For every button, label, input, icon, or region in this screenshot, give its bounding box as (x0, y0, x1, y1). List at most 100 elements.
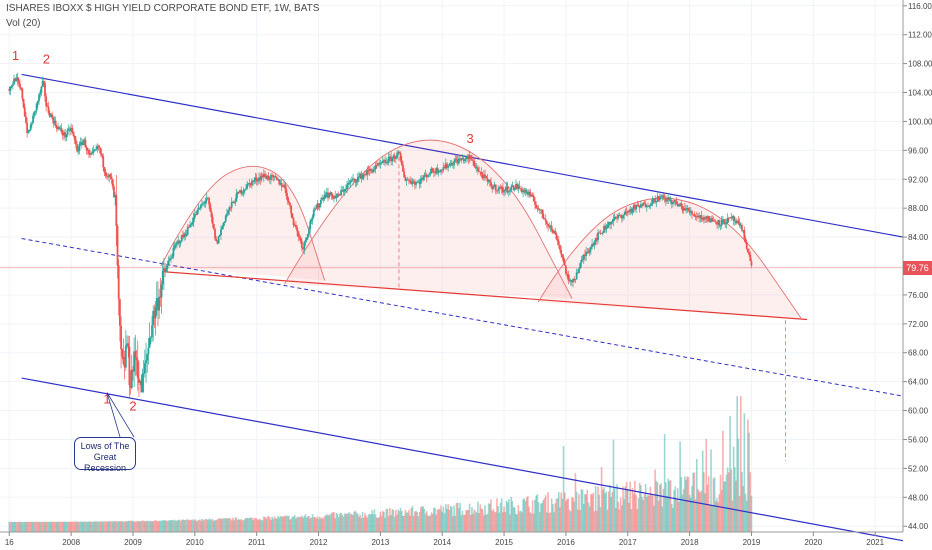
volume-bar (654, 469, 656, 532)
volume-bar (119, 521, 121, 532)
candle-body (324, 194, 327, 198)
x-tick-label: 2014 (433, 538, 451, 547)
volume-bar (139, 521, 141, 532)
candle-body (267, 175, 270, 180)
candle-body (204, 200, 207, 203)
candle-body (579, 263, 582, 269)
candle-body (463, 159, 466, 162)
volume-bar (330, 512, 333, 532)
candle-body (667, 197, 670, 201)
volume-bar (483, 515, 485, 532)
volume-bar (46, 521, 49, 532)
volume-bar (465, 510, 467, 532)
candle-body (682, 207, 685, 211)
volume-bar (522, 499, 524, 532)
candle-body (469, 155, 472, 160)
candle-body (237, 191, 240, 193)
volume-bar (750, 495, 753, 532)
volume-bar (619, 497, 622, 532)
candle-body (593, 241, 596, 246)
volume-bar (599, 507, 602, 532)
volume-bar (102, 521, 105, 532)
candle-body (435, 167, 438, 174)
y-tick-label: 100.00 (908, 117, 932, 126)
candle-body (128, 346, 131, 386)
volume-bar (104, 521, 107, 532)
candle-body (725, 222, 728, 224)
x-tick-label: 2020 (804, 538, 822, 547)
candle-body (235, 193, 238, 202)
volume-bar (373, 509, 376, 532)
candle-body (460, 158, 463, 161)
candle-body (493, 184, 496, 187)
volume-bar (459, 502, 461, 532)
candle-body (264, 173, 266, 177)
candle-body (284, 184, 287, 190)
volume-bar (179, 520, 182, 532)
volume-bar (557, 492, 560, 532)
volume-bar (157, 521, 159, 532)
candle-body (669, 200, 672, 201)
candle-body (637, 205, 640, 207)
candle-body (283, 184, 285, 187)
volume-bar (670, 504, 673, 532)
volume-bar (467, 509, 470, 532)
y-axis: 44.00 48.00 52.00 56.00 60.00 64.00 68.00 72.00… (902, 0, 932, 532)
candle-body (412, 181, 415, 183)
candle-body (516, 184, 519, 189)
volume-bar (442, 506, 445, 532)
candle-body (295, 225, 297, 228)
volume-bar (444, 504, 447, 532)
candle-body (371, 170, 373, 173)
candle-body (82, 140, 84, 145)
volume-bar (404, 509, 407, 532)
volume-bar (580, 489, 583, 532)
volume-bar (245, 517, 247, 532)
candle-body (184, 233, 187, 236)
volume-bar (731, 500, 734, 532)
volume-bar (713, 477, 716, 532)
volume-bar (410, 507, 413, 532)
candle-body (134, 351, 137, 358)
candle-body (387, 156, 390, 163)
candle-body (358, 176, 360, 178)
candle-body (123, 364, 126, 368)
volume-bar (567, 498, 570, 532)
volume-bar (37, 521, 39, 532)
volume-bar (681, 494, 684, 532)
volume-bar (359, 514, 361, 532)
candle-body (344, 188, 347, 190)
candle-body (437, 170, 440, 173)
candle-body (55, 126, 58, 130)
volume-bar (34, 521, 37, 532)
y-tick-label: 108.00 (908, 60, 932, 69)
volume-bar (98, 521, 101, 532)
volume-bar (472, 513, 474, 532)
candle-body (446, 163, 448, 168)
candle-body (500, 186, 503, 189)
candle-body (570, 280, 573, 283)
candle-body (466, 155, 469, 157)
volume-bar (27, 521, 30, 532)
candle-body (617, 215, 620, 219)
candle-body (277, 179, 279, 181)
volume-bar (298, 516, 301, 532)
candle-body (231, 201, 234, 203)
volume-bar (626, 488, 629, 532)
volume-bar (632, 493, 635, 532)
candle-body (164, 268, 166, 273)
candle-body (628, 211, 630, 213)
candle-body (653, 198, 655, 200)
candle-body (462, 158, 465, 162)
volume-bar (481, 509, 484, 532)
candle-body (403, 171, 406, 178)
candle-body (697, 215, 699, 218)
volume-bar (434, 508, 436, 532)
volume-bar (57, 521, 59, 532)
candle-body (53, 120, 56, 124)
candle-body (657, 196, 660, 201)
candle-body (32, 115, 34, 124)
candle-body (688, 210, 691, 213)
volume-bar (687, 477, 690, 532)
volume-bar (31, 521, 33, 532)
